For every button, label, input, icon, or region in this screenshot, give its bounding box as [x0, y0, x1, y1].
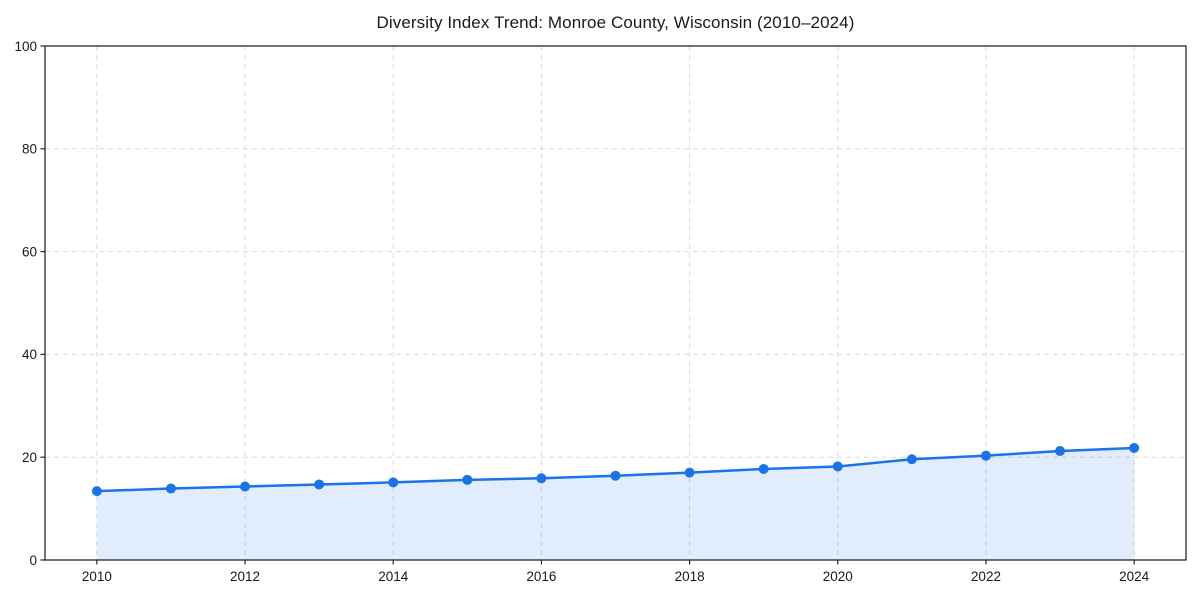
- plot-border: [44, 45, 1187, 561]
- x-tick-label: 2018: [675, 569, 705, 584]
- data-point-marker: [462, 474, 473, 485]
- x-tick-label: 2010: [82, 569, 112, 584]
- data-point-marker: [165, 483, 176, 494]
- data-point-marker: [980, 450, 991, 461]
- data-point-marker: [610, 470, 621, 481]
- data-point-marker: [388, 477, 399, 488]
- data-point-marker: [536, 473, 547, 484]
- data-point-marker: [832, 461, 843, 472]
- data-point-marker: [91, 486, 102, 497]
- y-tick-label: 20: [22, 450, 37, 465]
- x-tick-label: 2024: [1119, 569, 1150, 584]
- data-point-marker: [240, 481, 251, 492]
- y-tick-label: 60: [22, 244, 37, 259]
- x-tick-label: 2022: [971, 569, 1001, 584]
- data-point-marker: [684, 467, 695, 478]
- y-tick-label: 100: [14, 39, 37, 54]
- data-point-marker: [314, 479, 325, 490]
- data-point-marker: [906, 454, 917, 465]
- y-tick-label: 40: [22, 347, 37, 362]
- area-fill: [96, 447, 1135, 560]
- x-tick-label: 2016: [526, 569, 556, 584]
- y-tick-label: 80: [22, 142, 37, 157]
- x-tick-label: 2012: [230, 569, 260, 584]
- chart-title: Diversity Index Trend: Monroe County, Wi…: [376, 13, 855, 32]
- data-point-marker: [1055, 446, 1066, 457]
- x-tick-label: 2020: [823, 569, 853, 584]
- data-point-marker: [1129, 442, 1140, 453]
- x-tick-label: 2014: [378, 569, 409, 584]
- y-tick-label: 0: [29, 553, 37, 568]
- data-point-marker: [758, 464, 769, 475]
